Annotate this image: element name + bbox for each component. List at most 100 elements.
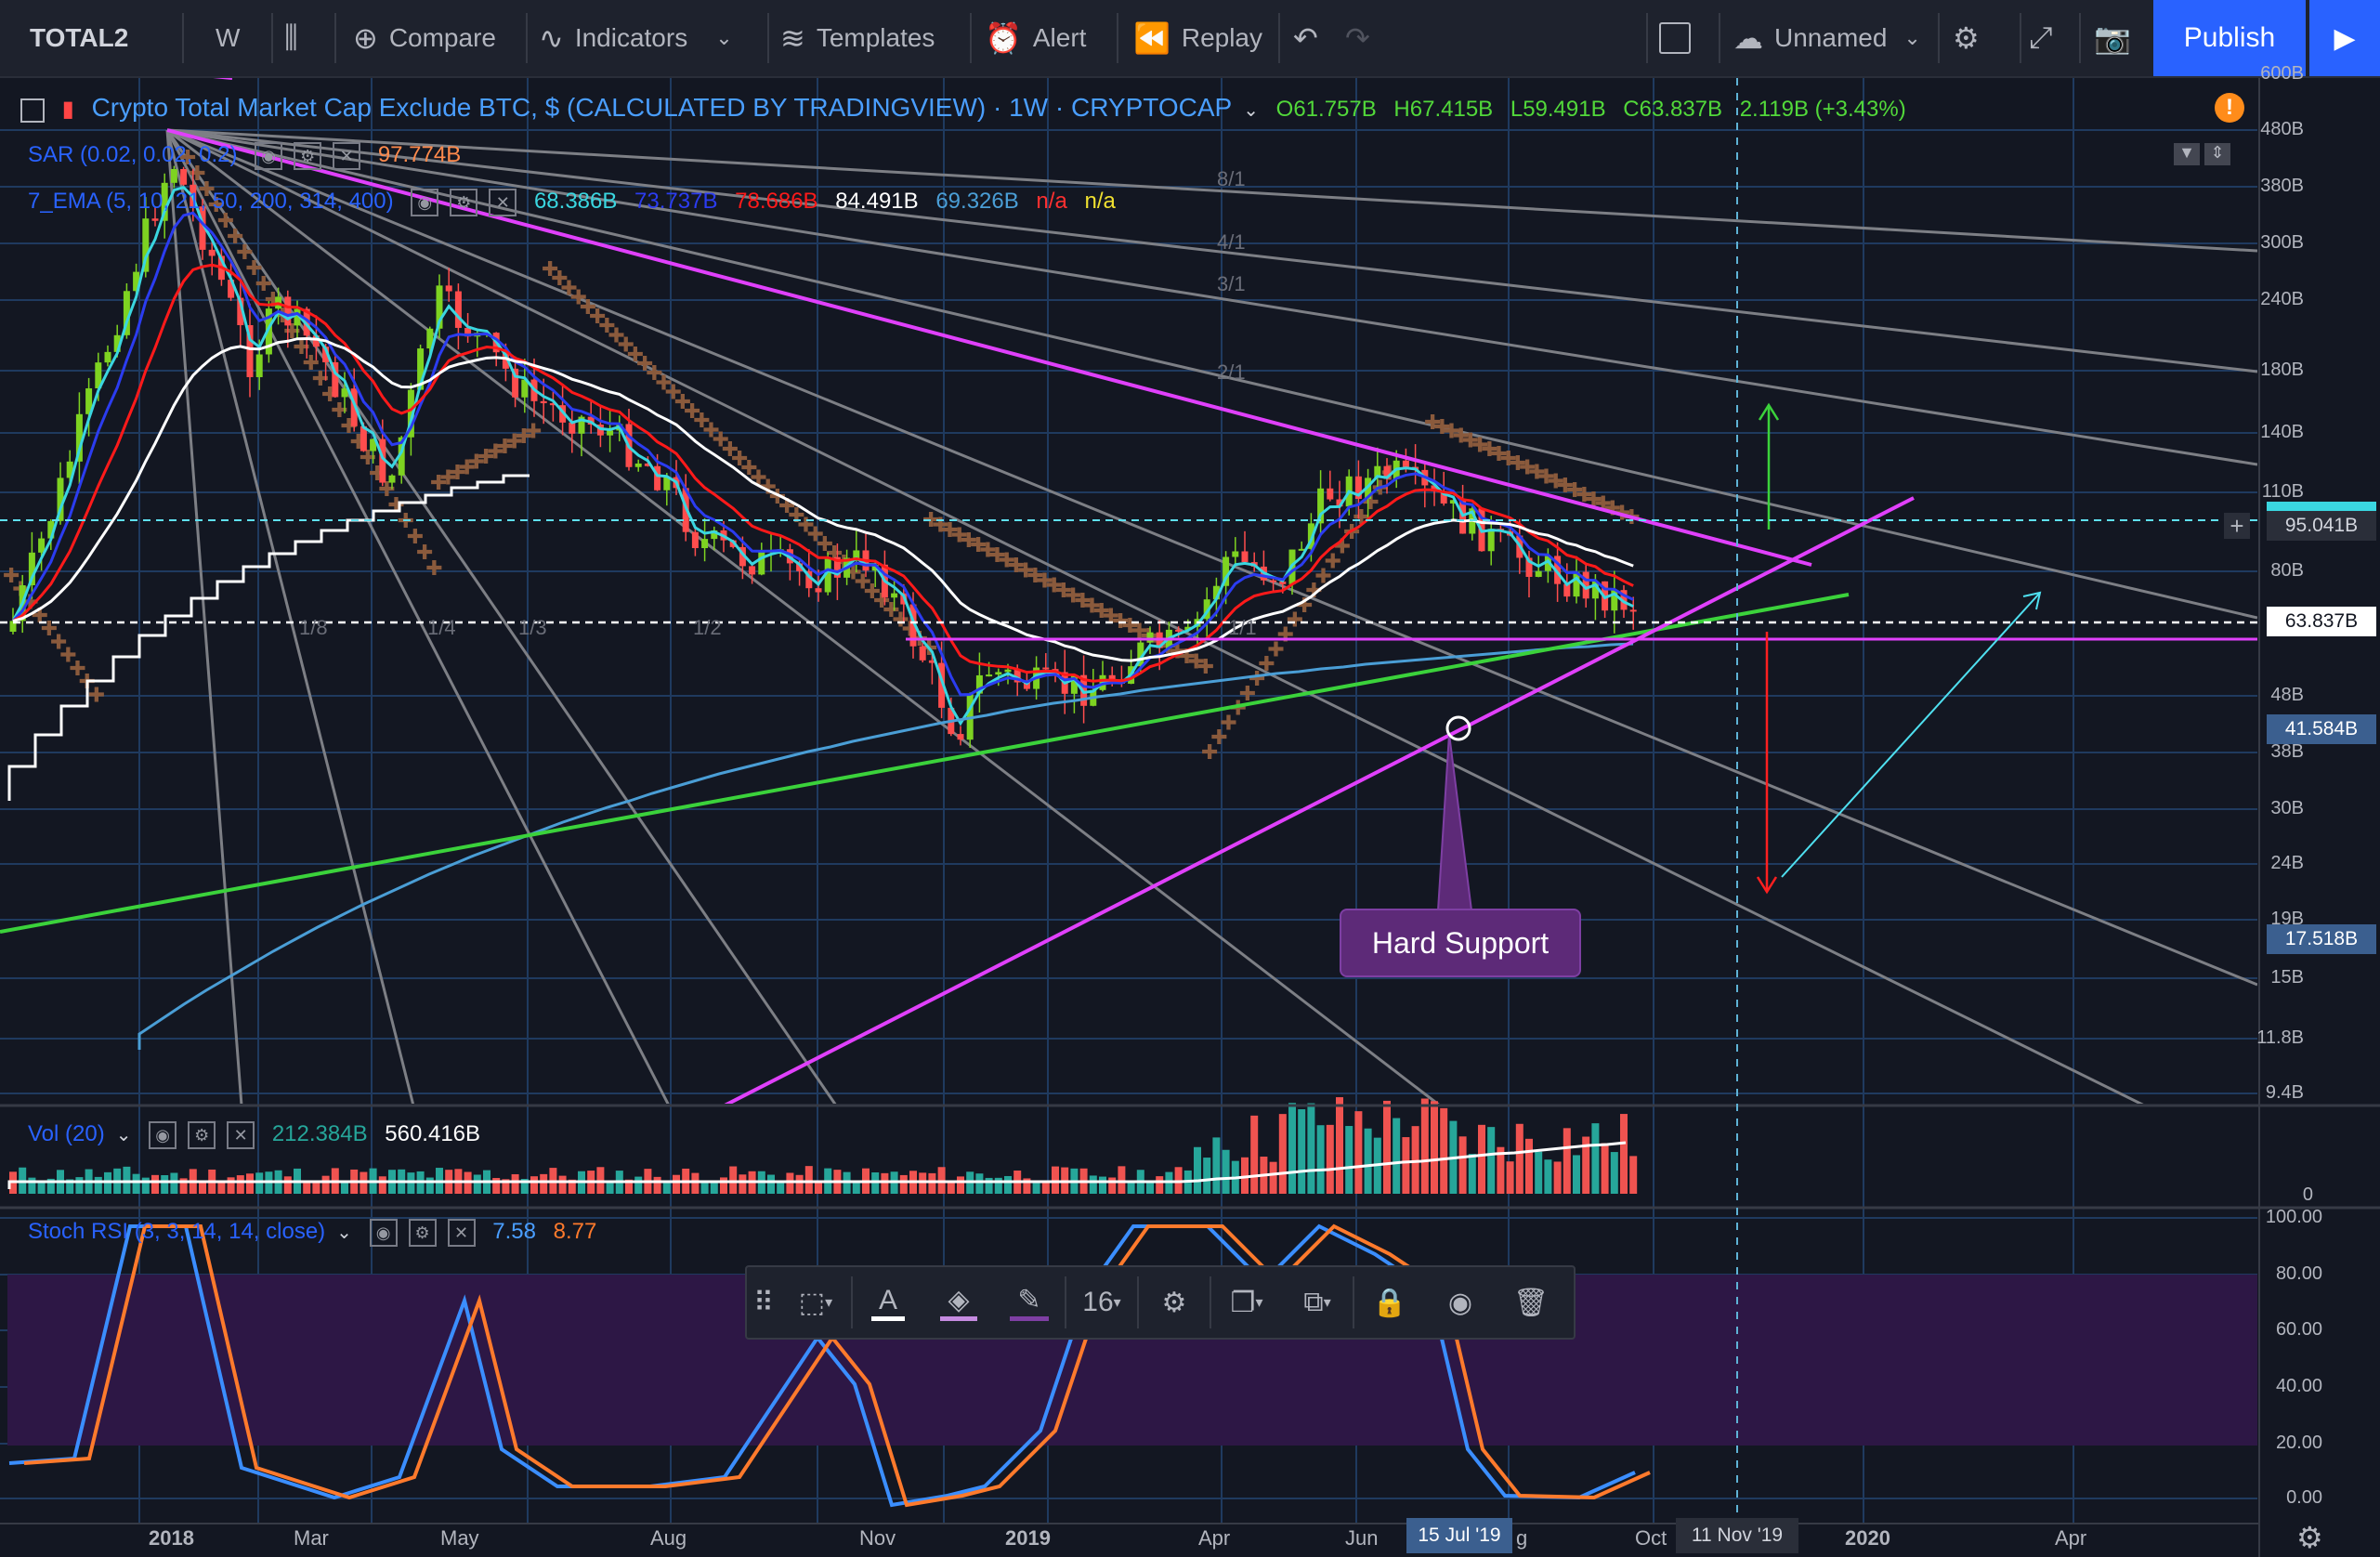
text-color-button[interactable]: A [853, 1267, 923, 1338]
candle-body [454, 291, 462, 328]
alarm-clock-icon: ⏰ [985, 21, 1022, 55]
vol-label[interactable]: Vol (20) [28, 1121, 105, 1147]
chevron-down-icon[interactable]: ⌄ [336, 1223, 352, 1244]
gear-icon[interactable]: ⚙ [2296, 1521, 2323, 1554]
settings-button[interactable]: ⚙ [1953, 0, 1991, 76]
volume-bar [1420, 1098, 1429, 1194]
volume-bar [729, 1166, 738, 1194]
sar-dot: ✚ [932, 514, 948, 537]
pane-separators [0, 78, 2380, 1557]
collapse-icon[interactable] [20, 98, 45, 123]
eye-icon[interactable]: ◉ [149, 1121, 177, 1149]
compare-button[interactable]: ⊕ Compare [353, 0, 496, 76]
select-layout-button[interactable] [1659, 0, 1691, 76]
sar-dot: ✚ [1093, 600, 1110, 623]
hard-support-callout[interactable]: Hard Support [1340, 909, 1581, 977]
font-size-select[interactable]: 16 ▾ [1066, 1267, 1137, 1338]
level-price: 17.518B [2284, 928, 2359, 949]
volume-bar [132, 1173, 140, 1194]
clone-button[interactable]: ⧉ ▾ [1282, 1267, 1353, 1338]
volume-bar [283, 1176, 292, 1194]
text-color-icon: A [870, 1285, 905, 1321]
snapshot-button[interactable]: 📷 [2094, 0, 2142, 76]
gear-icon[interactable]: ⚙ [408, 1219, 437, 1247]
close-icon[interactable]: ✕ [227, 1121, 255, 1149]
replay-button[interactable]: ⏪ Replay [1133, 0, 1262, 76]
fan-label: 3/1 [1217, 272, 1246, 295]
eye-icon[interactable]: ◉ [411, 189, 439, 216]
redo-button[interactable]: ↷ [1345, 0, 1381, 76]
font-size-value: 16 [1082, 1287, 1114, 1317]
volume-axis-label: 0 [2302, 1184, 2313, 1205]
chart-style-button[interactable]: ⫼ [284, 0, 309, 76]
fan-line [166, 128, 2257, 253]
lock-button[interactable]: 🔒 [1354, 1267, 1425, 1338]
drag-handle-icon[interactable]: ⠿ [753, 1287, 774, 1318]
sar-label[interactable]: SAR (0.02, 0.02, 0.2) [28, 142, 238, 168]
chart-canvas[interactable]: ✚✚✚✚✚✚✚✚✚✚✚✚✚✚✚✚✚✚✚✚✚✚✚✚✚✚✚✚✚✚✚✚✚✚✚✚✚✚✚✚… [0, 78, 2380, 1557]
fullscreen-button[interactable]: ⤢ [2029, 0, 2064, 76]
arrow-down-icon[interactable]: ▼ [2174, 143, 2200, 165]
candle-body [464, 327, 472, 337]
volume-bar [75, 1177, 84, 1194]
candle-body [1070, 674, 1078, 694]
ema-value: 69.326B [935, 189, 1019, 215]
publish-label: Publish [2183, 22, 2276, 53]
sar-dot: ✚ [608, 324, 624, 347]
chevron-down-icon[interactable]: ⌄ [115, 1125, 132, 1146]
ema-value: n/a [1084, 189, 1116, 215]
volume-bar [1610, 1152, 1618, 1194]
price-axis-label: 110B [2261, 481, 2304, 502]
marquee-icon: ⬚ [798, 1287, 826, 1318]
candle-body [388, 475, 396, 483]
volume-bar [804, 1166, 813, 1194]
candle-body [341, 388, 348, 398]
series-title[interactable]: Crypto Total Market Cap Exclude BTC, $ (… [91, 93, 1233, 122]
divider [767, 13, 769, 63]
eye-icon[interactable]: ◉ [255, 142, 283, 170]
ema-line [12, 263, 1634, 683]
warning-icon[interactable]: ! [2215, 93, 2244, 123]
candle-body [426, 328, 434, 349]
maximize-icon[interactable]: ⇕ [2204, 143, 2231, 165]
volume-bar [1383, 1100, 1391, 1194]
undo-button[interactable]: ↶ [1293, 0, 1329, 76]
layout-name-button[interactable]: ☁ Unnamed ⌄ [1733, 0, 1921, 76]
close-icon[interactable]: ✕ [447, 1219, 476, 1247]
volume-bar [1052, 1166, 1059, 1194]
delete-button[interactable]: 🗑 [1496, 1267, 1566, 1338]
candle-body [1374, 465, 1381, 478]
last-price-tag: 63.837B [2267, 607, 2376, 636]
alert-button[interactable]: ⏰ Alert [985, 0, 1086, 76]
indicators-button[interactable]: ∿ Indicators ⌄ [539, 0, 733, 76]
sar-dot: ✚ [970, 534, 987, 557]
crosshair-plus-icon[interactable]: + [2224, 513, 2250, 539]
hide-button[interactable]: ◉ [1425, 1267, 1496, 1338]
candle-body [284, 296, 292, 326]
chevron-down-icon[interactable]: ⌄ [1243, 100, 1259, 121]
fill-color-button[interactable]: ◈ [923, 1267, 994, 1338]
templates-button[interactable]: ≋ Templates [780, 0, 935, 76]
settings-button[interactable]: ⚙ [1139, 1267, 1210, 1338]
gear-icon[interactable]: ⚙ [188, 1121, 216, 1149]
callout-text: Hard Support [1371, 925, 1550, 960]
play-button[interactable]: ▶ [2309, 0, 2380, 76]
publish-button[interactable]: Publish [2153, 0, 2306, 76]
eye-icon[interactable]: ◉ [369, 1219, 398, 1247]
symbol-search[interactable]: TOTAL2 [30, 0, 128, 76]
interval-button[interactable]: W [216, 0, 240, 76]
sar-dot: ✚ [999, 550, 1015, 573]
gear-icon[interactable]: ⚙ [294, 142, 322, 170]
close-icon[interactable]: ✕ [333, 142, 361, 170]
border-color-button[interactable]: ✎ [994, 1267, 1065, 1338]
sar-dot: ✚ [430, 472, 447, 495]
pane-controls[interactable]: ▼ ⇕ [2174, 143, 2231, 165]
visual-order-button[interactable]: ❐ ▾ [1211, 1267, 1282, 1338]
close-icon[interactable]: ✕ [489, 189, 517, 216]
gear-icon[interactable]: ⚙ [450, 189, 478, 216]
ema-label[interactable]: 7_EMA (5, 10, 21, 50, 200, 314, 400) [28, 189, 394, 215]
divider [2020, 13, 2021, 63]
stoch-label[interactable]: Stoch RSI (3, 3, 14, 14, close) [28, 1219, 326, 1245]
select-style-button[interactable]: ⬚ ▾ [780, 1267, 851, 1338]
candle-body [1354, 476, 1362, 499]
